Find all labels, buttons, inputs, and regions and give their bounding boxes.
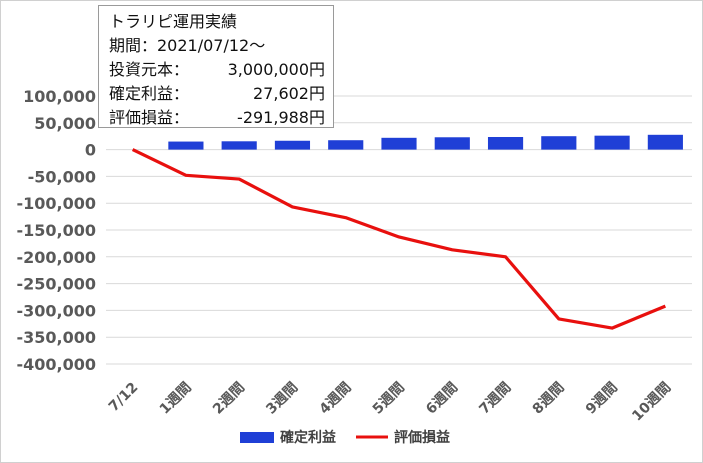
legend-swatch-bar xyxy=(240,432,274,443)
y-tick-label: -150,000 xyxy=(16,221,96,240)
y-tick-label: -100,000 xyxy=(16,194,96,213)
info-value: 3,000,000円 xyxy=(227,60,325,79)
x-tick-label: 2週間 xyxy=(210,380,248,418)
x-tick-label: 3週間 xyxy=(263,380,301,418)
bar xyxy=(381,137,417,150)
x-tick-label: 7週間 xyxy=(476,380,514,418)
y-tick-label: -400,000 xyxy=(16,355,96,374)
info-label: 確定利益： xyxy=(109,84,190,103)
bar xyxy=(541,136,577,150)
y-tick-label: 0 xyxy=(85,141,96,160)
x-tick-label: 4週間 xyxy=(317,380,355,418)
x-tick-label: 1週間 xyxy=(157,380,195,418)
bar xyxy=(168,141,204,150)
info-row-unrealized: 評価損益： -291,988円 xyxy=(109,106,325,130)
info-row-principal: 投資元本： 3,000,000円 xyxy=(109,58,325,82)
y-tick-label: 50,000 xyxy=(34,114,96,133)
info-row-realized: 確定利益： 27,602円 xyxy=(109,82,325,106)
x-tick-label: 9週間 xyxy=(583,380,621,418)
bar xyxy=(594,135,630,150)
x-tick-label: 5週間 xyxy=(370,380,408,418)
info-value: -291,988円 xyxy=(237,108,325,127)
y-tick-label: -350,000 xyxy=(16,328,96,347)
bar xyxy=(274,140,311,150)
info-title: トラリピ運用実績 xyxy=(109,12,238,31)
y-tick-label: 100,000 xyxy=(23,87,96,106)
x-tick-label: 8週間 xyxy=(530,380,568,418)
bar xyxy=(221,141,257,150)
info-label: 投資元本： xyxy=(109,60,190,79)
y-tick-label: -200,000 xyxy=(16,248,96,267)
bar xyxy=(647,134,683,150)
bar xyxy=(328,140,364,150)
info-box: トラリピ運用実績 期間：2021/07/12～ 投資元本： 3,000,000円… xyxy=(98,5,334,128)
legend-label: 評価損益 xyxy=(394,429,450,446)
info-period: 期間：2021/07/12～ xyxy=(109,36,266,55)
y-tick-label: -250,000 xyxy=(16,275,96,294)
x-tick-label: 7/12 xyxy=(106,380,142,416)
bar xyxy=(434,137,470,150)
info-value: 27,602円 xyxy=(253,84,325,103)
x-tick-label: 10週間 xyxy=(629,380,674,425)
y-tick-label: -50,000 xyxy=(28,167,96,186)
bar xyxy=(487,137,524,150)
legend-label: 確定利益 xyxy=(280,429,336,446)
x-tick-label: 6週間 xyxy=(423,380,461,418)
info-label: 評価損益： xyxy=(109,108,190,127)
y-tick-label: -300,000 xyxy=(16,301,96,320)
